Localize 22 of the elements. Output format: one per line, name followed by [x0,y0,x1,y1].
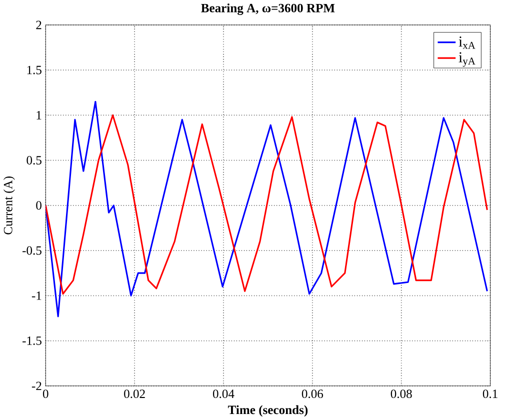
y-tick-label: -2 [32,382,42,390]
y-tick-label: 0.5 [26,156,42,164]
x-tick-label: 0.06 [302,390,324,398]
y-tick-label: 2 [36,20,42,30]
line-series [46,100,488,318]
line-series [46,114,488,295]
x-tick-label: 0.08 [390,390,412,398]
legend-label: i$_{yA}$ [458,52,476,67]
x-tick-label: 0.04 [212,390,234,398]
y-tick-label: 0 [36,201,42,210]
y-axis-title: Current (A) [3,176,15,234]
x-axis-title: Time (seconds) [228,405,308,417]
y-tick-label: -0.5 [22,246,42,255]
x-tick-label: 0.02 [124,390,145,398]
chart-title: Bearing A, ω=3600 RPM [201,3,335,15]
y-tick-label: 1 [36,110,42,120]
y-tick-label: -1 [32,291,42,300]
y-tick-label: -1.5 [22,336,42,345]
x-tick-label: 0 [42,390,48,398]
legend-label: i$_{xA}$ [458,36,476,49]
y-tick-label: 1.5 [27,66,42,74]
x-tick-label: 0.1 [482,390,498,398]
